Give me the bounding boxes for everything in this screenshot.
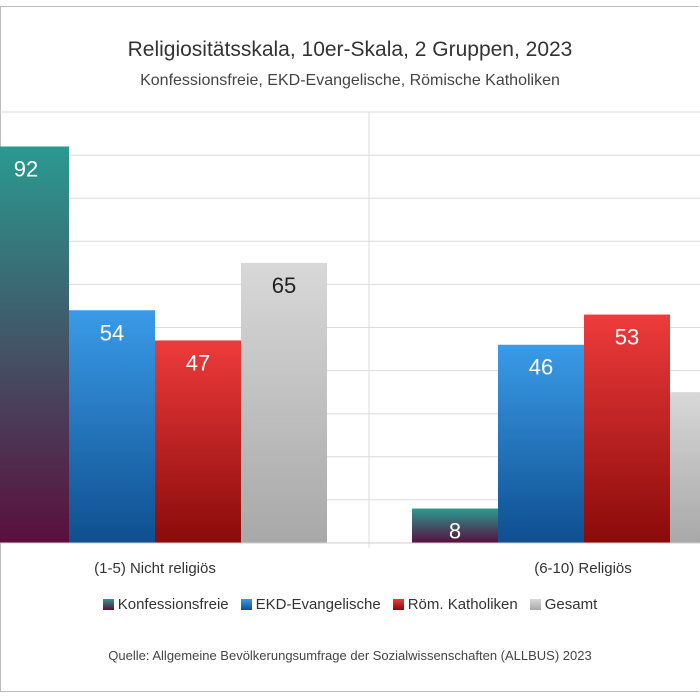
data-label: 65 — [272, 273, 296, 298]
bar-r-m-katholiken-1[interactable] — [584, 314, 670, 543]
category-label: (6-10) Religiös — [534, 560, 632, 577]
bar-gesamt-0[interactable] — [241, 262, 327, 543]
bar-konfessionsfreie-1[interactable] — [412, 508, 498, 543]
legend-label: Gesamt — [544, 596, 598, 613]
chart-title: Religiositätsskala, 10er-Skala, 2 Gruppe… — [127, 38, 573, 61]
data-label: 53 — [615, 325, 639, 350]
bar-konfessionsfreie-0[interactable] — [0, 146, 69, 544]
category-label: (1-5) Nicht religiös — [94, 560, 216, 577]
bar-gesamt-1[interactable] — [670, 392, 700, 543]
data-label: 8 — [449, 519, 461, 544]
data-label: 92 — [14, 156, 38, 181]
legend-swatch — [392, 599, 404, 610]
legend-item-gesamt[interactable]: Gesamt — [529, 596, 598, 613]
source-note: Quelle: Allgemeine Bevölkerungsumfrage d… — [108, 648, 592, 663]
bar-r-m-katholiken-0[interactable] — [155, 340, 241, 543]
legend-label: EKD-Evangelische — [255, 596, 381, 613]
legend-item-konfessionsfreie[interactable]: Konfessionsfreie — [102, 596, 229, 613]
legend-label: Konfessionsfreie — [117, 596, 229, 613]
data-label: 54 — [100, 320, 124, 345]
legend-label: Röm. Katholiken — [407, 596, 518, 613]
legend-item-roem-katholiken[interactable]: Röm. Katholiken — [392, 596, 518, 613]
bar-ekd-evangelische-1[interactable] — [498, 344, 584, 543]
legend: Konfessionsfreie EKD-Evangelische Röm. K… — [0, 596, 700, 613]
legend-swatch — [240, 599, 252, 610]
bar-ekd-evangelische-0[interactable] — [69, 310, 155, 543]
legend-swatch — [102, 599, 114, 610]
legend-swatch — [529, 599, 541, 610]
data-label: 47 — [186, 350, 210, 375]
legend-item-ekd-evangelische[interactable]: EKD-Evangelische — [240, 596, 381, 613]
data-label: 46 — [529, 355, 553, 380]
chart-subtitle: Konfessionsfreie, EKD-Evangelische, Römi… — [140, 72, 560, 89]
